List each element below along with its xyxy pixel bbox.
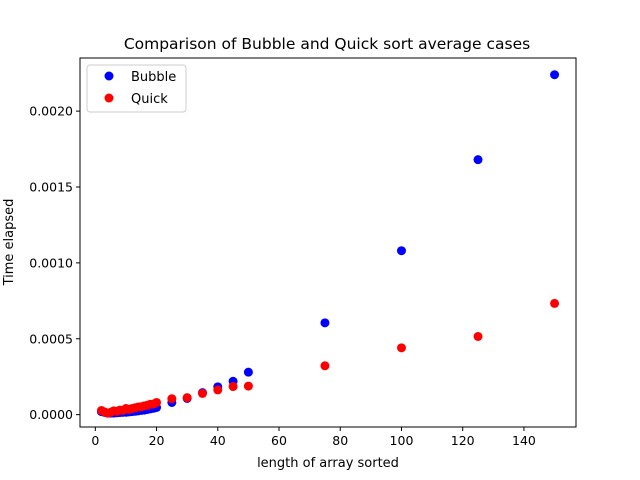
y-tick-label: 0.0020 [29, 104, 73, 119]
bubble-point [243, 367, 253, 377]
x-tick-label: 80 [332, 433, 348, 448]
quick-point [228, 382, 238, 392]
legend-marker-bubble [104, 71, 114, 81]
x-tick-label: 60 [271, 433, 287, 448]
quick-point [197, 388, 207, 398]
series-quick [96, 298, 560, 418]
x-tick-label: 140 [512, 433, 536, 448]
quick-point [182, 393, 192, 403]
plot-frame [79, 57, 577, 428]
quick-point [167, 394, 177, 404]
bubble-point [550, 70, 560, 80]
x-tick-label: 40 [210, 433, 226, 448]
bubble-point [473, 155, 483, 165]
y-tick-label: 0.0015 [29, 179, 73, 194]
legend-marker-quick [104, 93, 114, 103]
chart-title: Comparison of Bubble and Quick sort aver… [124, 35, 530, 53]
x-tick-label: 0 [91, 433, 99, 448]
quick-point [550, 298, 560, 308]
y-axis-label: Time elapsed [2, 199, 17, 287]
quick-point [243, 381, 253, 391]
y-tick-label: 0.0010 [29, 255, 73, 270]
data-points [96, 70, 560, 418]
quick-point [152, 397, 162, 407]
quick-point [473, 331, 483, 341]
x-tick-label: 100 [390, 433, 414, 448]
y-tick-label: 0.0005 [29, 331, 73, 346]
x-tick-label: 20 [149, 433, 165, 448]
quick-point [320, 361, 330, 371]
plot-area [80, 58, 576, 427]
y-axis: 0.0000 0.0005 0.0010 0.0015 0.0020 [29, 104, 80, 422]
bubble-point [320, 318, 330, 328]
bubble-point [396, 246, 406, 256]
quick-point [396, 343, 406, 353]
legend: Bubble Quick [86, 64, 187, 113]
quick-point [213, 385, 223, 395]
x-axis-label: length of array sorted [257, 456, 399, 471]
legend-label-bubble: Bubble [131, 70, 176, 85]
x-axis: 0 20 40 60 80 100 120 140 [91, 427, 536, 448]
y-tick-label: 0.0000 [29, 407, 73, 422]
x-tick-label: 120 [451, 433, 475, 448]
legend-label-quick: Quick [131, 92, 168, 107]
